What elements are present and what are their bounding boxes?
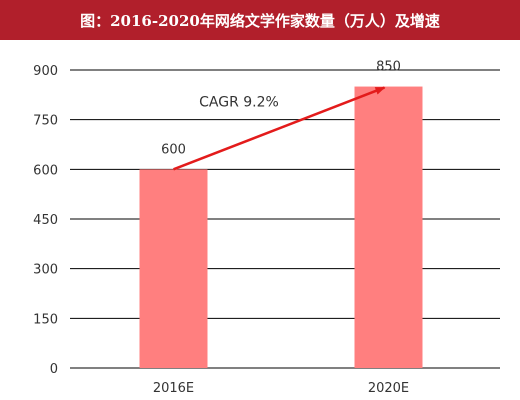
y-tick-label: 300 (33, 263, 58, 278)
y-tick-label: 600 (33, 163, 58, 178)
chart-title-bar: 图：2016-2020年网络文学作家数量（万人）及增速 (0, 0, 520, 40)
bar (139, 169, 208, 368)
y-tick-label: 450 (33, 213, 58, 228)
y-tick-label: 900 (33, 64, 58, 79)
y-tick-label: 0 (50, 362, 58, 377)
chart-title: 图：2016-2020年网络文学作家数量（万人）及增速 (80, 11, 440, 30)
data-label: 850 (376, 60, 401, 75)
x-tick-label: 2016E (153, 381, 194, 396)
y-tick-label: 750 (33, 114, 58, 129)
cagr-arrow (173, 86, 386, 171)
x-tick-label: 2020E (368, 381, 409, 396)
bar (354, 86, 423, 369)
cagr-label: CAGR 9.2% (199, 94, 279, 110)
y-tick-label: 150 (33, 312, 58, 327)
data-label: 600 (161, 142, 186, 157)
